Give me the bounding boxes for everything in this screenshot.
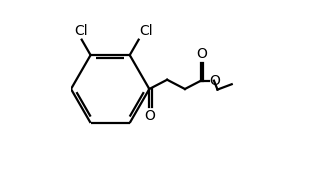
Text: Cl: Cl — [140, 24, 153, 38]
Text: O: O — [210, 74, 220, 88]
Text: O: O — [197, 47, 208, 61]
Text: O: O — [144, 109, 155, 124]
Text: Cl: Cl — [74, 24, 88, 38]
